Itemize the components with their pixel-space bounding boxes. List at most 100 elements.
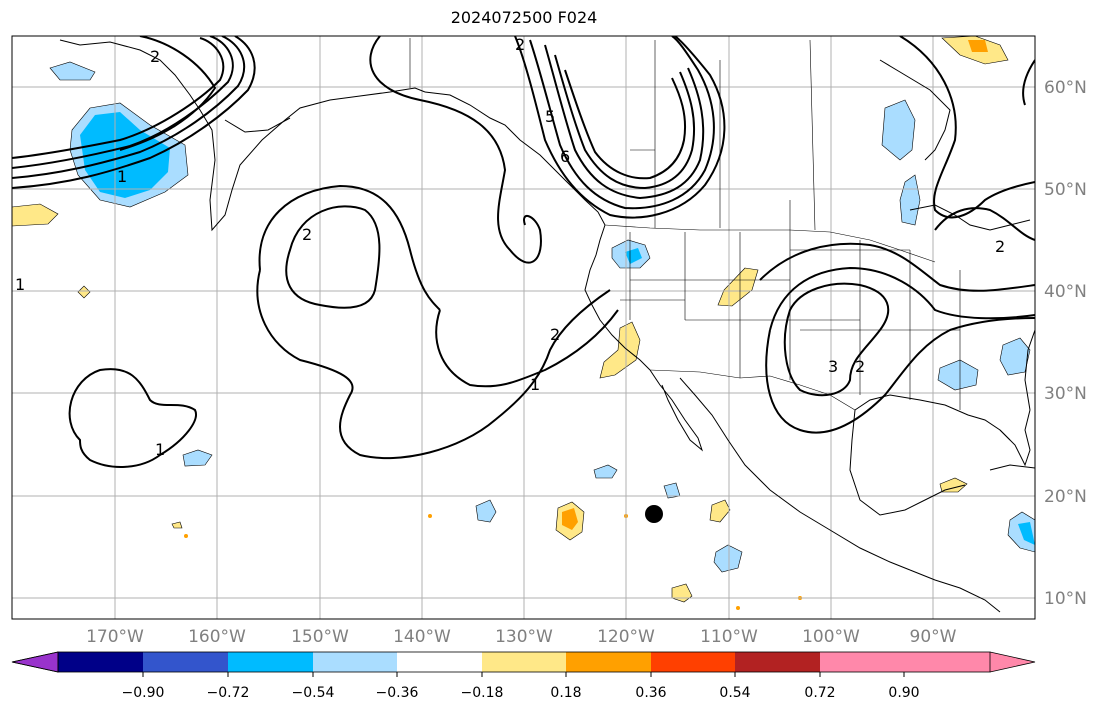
colorbar-tick-label: −0.18 — [461, 685, 504, 701]
contour-label: 3 — [828, 357, 838, 376]
lat-label: 40°N — [1044, 282, 1087, 302]
neg-anomaly-region — [713, 544, 743, 573]
pos-anomaly-region — [717, 267, 759, 307]
alaska-peninsula — [224, 117, 291, 133]
lat-label: 60°N — [1044, 78, 1087, 98]
lon-label: 100°W — [802, 627, 860, 647]
colorbar-segment — [651, 652, 735, 672]
central-america — [909, 569, 1001, 613]
baja-california — [649, 369, 704, 452]
contour-label: 1 — [155, 440, 165, 459]
colorbar-segment — [735, 652, 820, 672]
colorbar-tick-label: −0.72 — [207, 685, 250, 701]
state-lines — [620, 200, 961, 410]
colorbar: −0.90 −0.72 −0.54 −0.36 −0.18 0.18 0.36 … — [11, 651, 1036, 701]
map-frame — [11, 35, 1036, 620]
mexico-pacific-coast — [679, 377, 911, 571]
gulf-coast — [854, 394, 1011, 441]
contour-trough-3 — [544, 44, 705, 200]
contour-1-main — [435, 309, 619, 388]
colorbar-tick-label: 0.54 — [719, 685, 750, 701]
colorbar-segment — [58, 652, 143, 672]
pos-anomaly-region — [171, 521, 183, 529]
colorbar-extend-right — [904, 652, 1035, 672]
contour-jet-north-5 — [119, 36, 217, 151]
lon-label: 160°W — [188, 627, 246, 647]
lon-label: 170°W — [86, 627, 144, 647]
contour-1-small — [68, 368, 197, 468]
latitude-labels: 60°N 50°N 40°N 30°N 20°N 10°N — [1044, 78, 1087, 609]
contour-trough-1 — [514, 36, 726, 219]
colorbar-segment — [397, 652, 482, 672]
contour-lines — [12, 36, 1035, 468]
neg-anomaly-region — [1018, 522, 1035, 545]
pos-anomaly-region — [968, 40, 988, 52]
contour-label: 2 — [302, 225, 312, 244]
contour-2-large — [369, 36, 542, 264]
colorbar-outline-ends — [11, 651, 59, 673]
contour-label: 2 — [995, 237, 1005, 256]
pos-anomaly-region — [12, 203, 59, 227]
neg-anomaly-region — [937, 359, 979, 391]
neg-anomaly-region — [80, 112, 170, 198]
colorbar-segment — [482, 652, 566, 672]
lat-label: 20°N — [1044, 487, 1087, 507]
lon-label: 120°W — [597, 627, 655, 647]
borders — [409, 38, 961, 411]
contour-jet-north-2 — [12, 36, 234, 169]
colorbar-segment — [143, 652, 228, 672]
contour-label: 5 — [545, 107, 555, 126]
colorbar-tick-label: −0.90 — [122, 685, 165, 701]
lon-label: 150°W — [291, 627, 349, 647]
lat-label: 10°N — [1044, 589, 1087, 609]
us-mexico-border — [649, 369, 856, 411]
pos-anomaly-region — [709, 499, 731, 523]
neg-anomaly-region — [999, 337, 1031, 376]
neg-anomaly-region — [899, 174, 921, 226]
contour-jet-north-4 — [12, 36, 256, 189]
neg-anomaly-region — [625, 248, 642, 264]
contour-trough-5 — [564, 69, 687, 180]
contour-2-east-lower — [765, 317, 1035, 434]
colorbar-segment — [566, 652, 651, 672]
contour-label: 2 — [515, 35, 525, 54]
longitude-labels: 170°W 160°W 150°W 140°W 130°W 120°W 110°… — [86, 627, 957, 647]
pos-anomaly-region — [77, 285, 91, 299]
contour-northeast-3 — [1022, 59, 1035, 106]
alaska-coast — [59, 39, 426, 232]
colorbar-tick-label: 0.36 — [635, 685, 666, 701]
contour-trough-4 — [554, 54, 696, 190]
contour-label: 1 — [117, 167, 127, 186]
contour-1-east — [759, 242, 1035, 292]
neg-anomaly-region — [475, 499, 497, 523]
contour-label: 1 — [530, 375, 540, 394]
lon-label: 130°W — [495, 627, 553, 647]
cuba — [989, 464, 1035, 471]
lon-label: 90°W — [910, 627, 957, 647]
pos-anomaly-region — [428, 514, 432, 518]
contour-trough-2 — [529, 36, 715, 210]
pos-anomaly-region — [736, 606, 740, 610]
us-west-coast — [584, 224, 651, 371]
colorbar-segment — [820, 652, 904, 672]
contour-northeast — [899, 36, 1035, 219]
atlantic-coast — [1024, 329, 1035, 411]
lat-label: 50°N — [1044, 180, 1087, 200]
hudson-bay — [879, 59, 951, 161]
lon-label: 140°W — [393, 627, 451, 647]
pos-anomaly-region — [562, 508, 578, 530]
contour-2-outer — [258, 184, 441, 311]
contour-label: 2 — [855, 357, 865, 376]
colorbar-segment — [228, 652, 313, 672]
contour-2-east — [769, 266, 1035, 331]
colorbar-tick-label: −0.36 — [376, 685, 419, 701]
lon-label: 110°W — [700, 627, 758, 647]
florida — [999, 409, 1031, 467]
pos-anomaly-region — [599, 321, 641, 379]
neg-anomaly-region — [49, 61, 96, 81]
colorbar-outline-right — [989, 651, 1036, 673]
colorbar-tick-label: 0.18 — [550, 685, 581, 701]
contour-jet-north-1 — [12, 37, 225, 159]
colorbar-segment — [313, 652, 397, 672]
